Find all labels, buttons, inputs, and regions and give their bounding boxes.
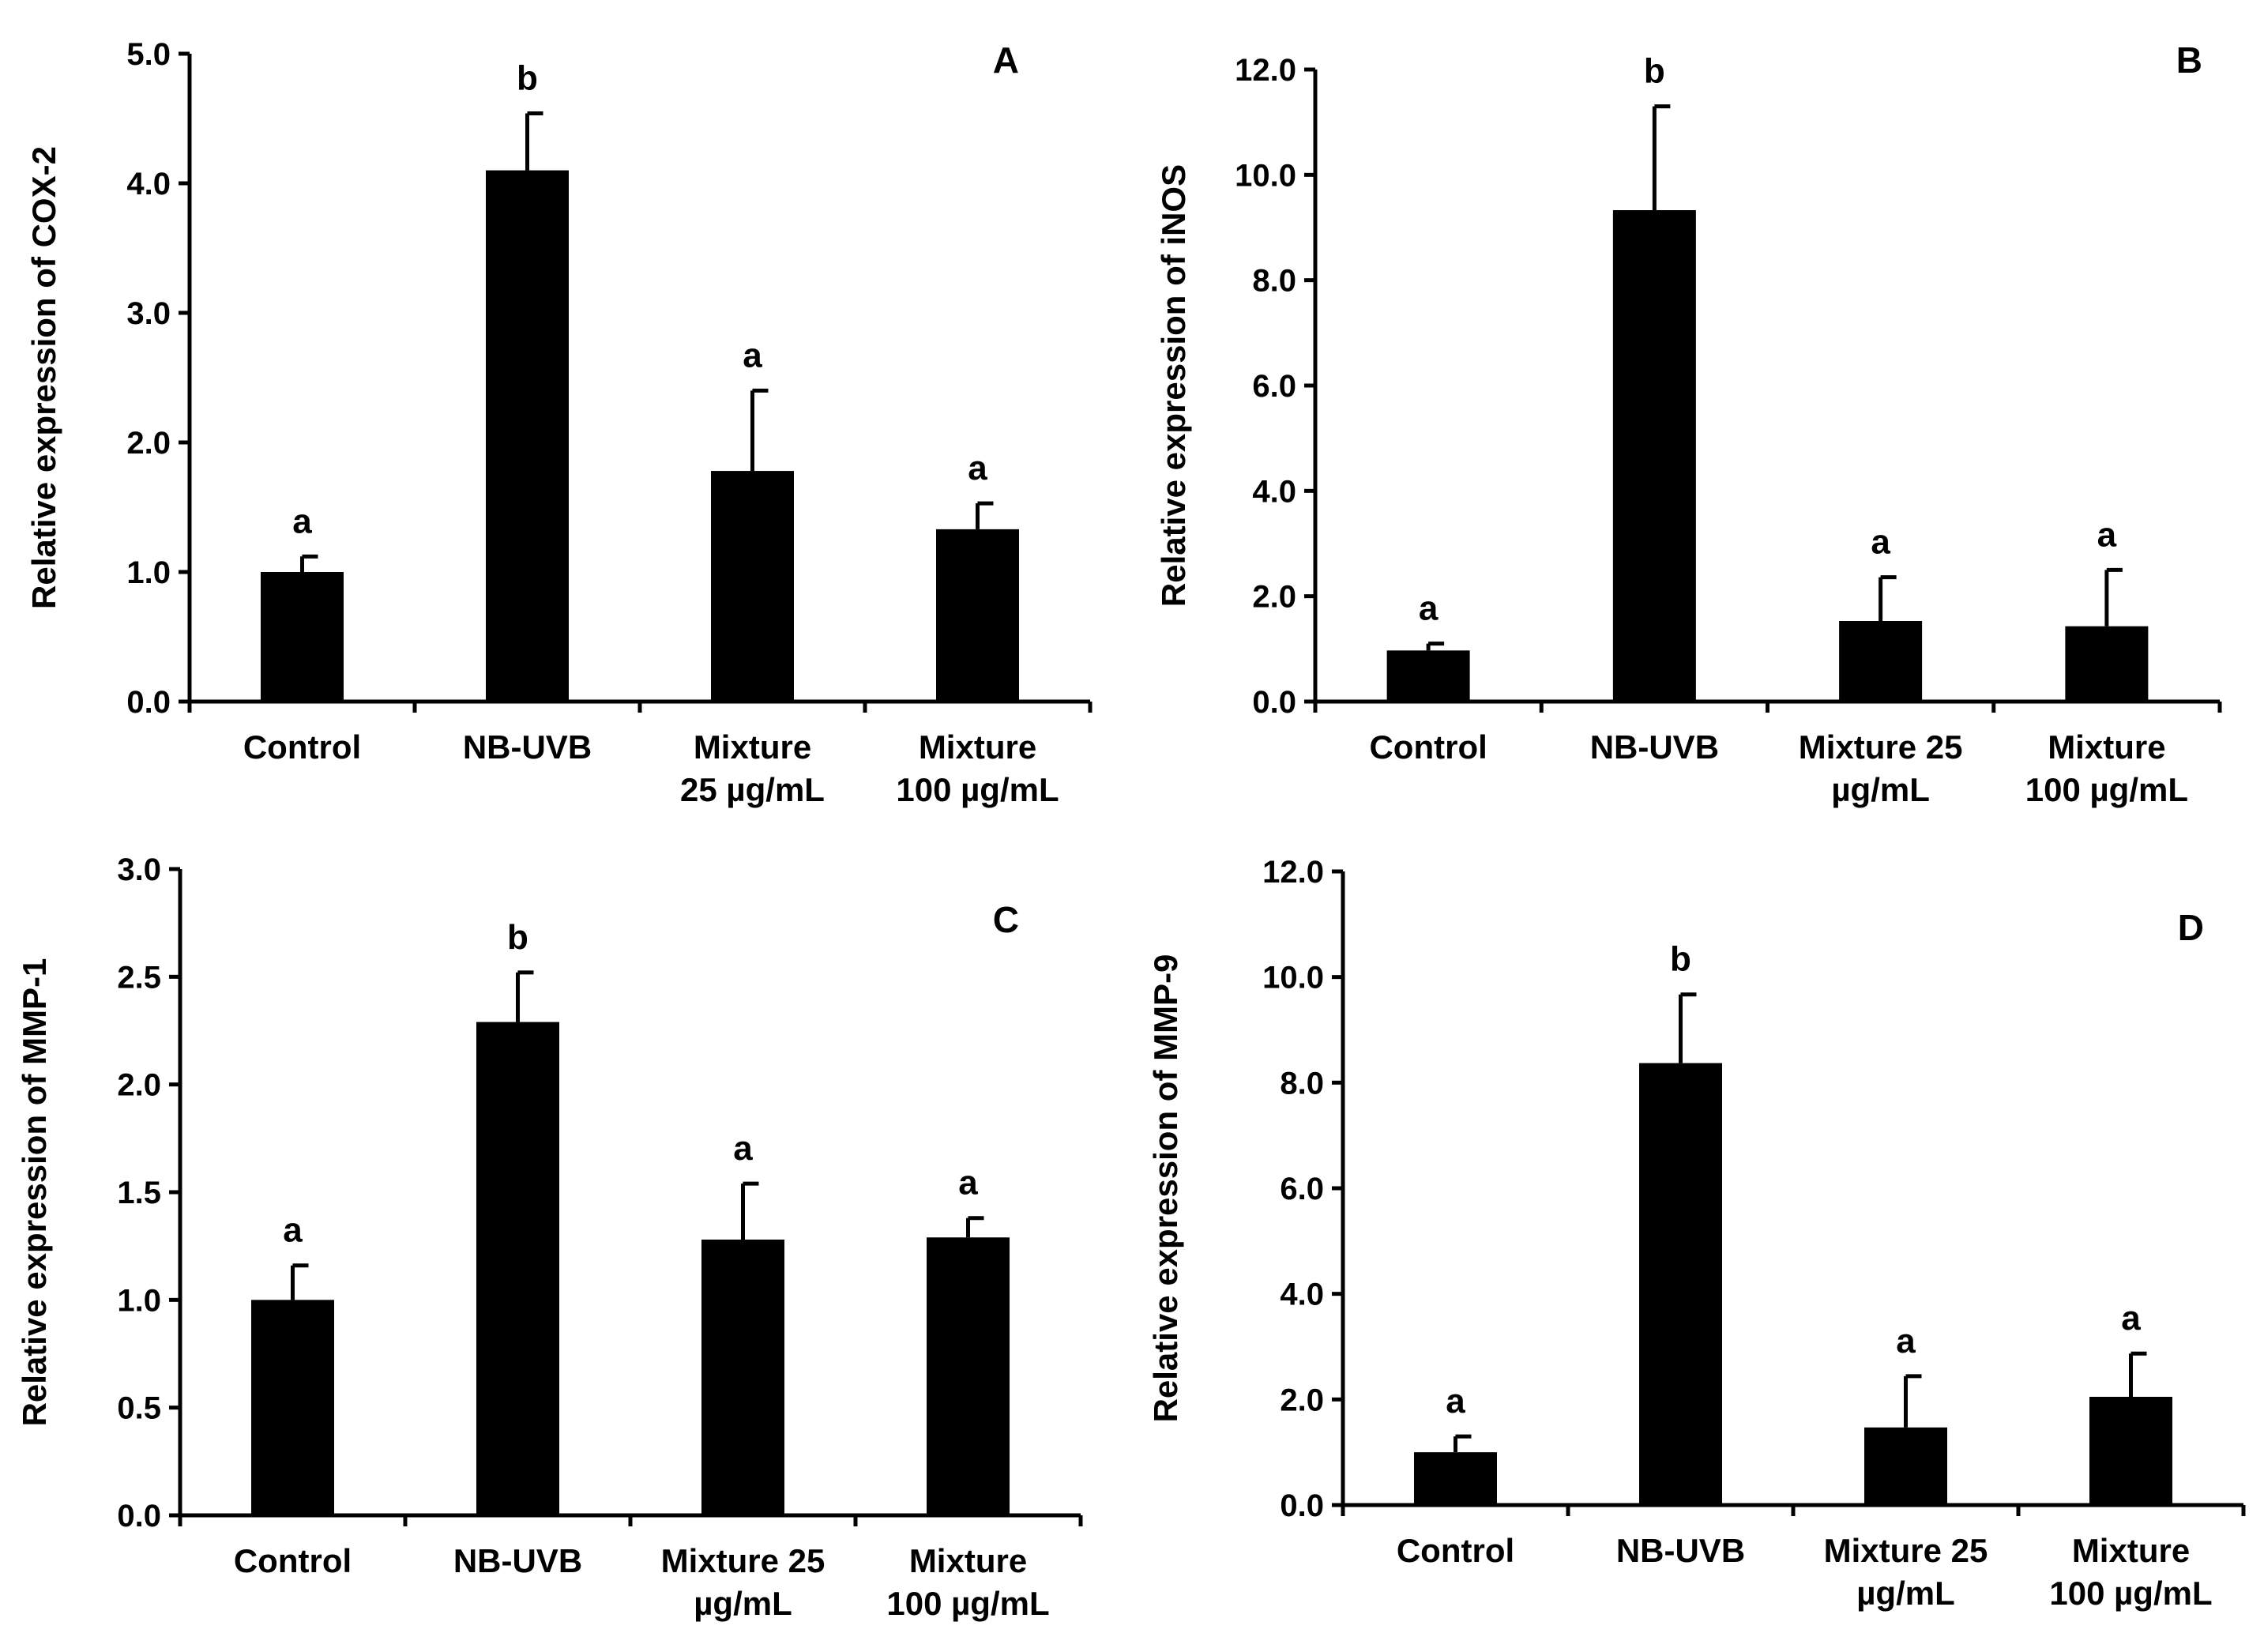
bar [1839,621,1923,702]
y-tick-label: 0.0 [117,1499,161,1533]
panel-letter: A [993,40,1019,81]
y-tick-label: 8.0 [1280,1066,1324,1101]
significance-letter: a [2097,515,2117,554]
y-tick-label: 1.0 [117,1283,161,1318]
significance-letter: a [1896,1322,1916,1360]
category-label: Mixture 25 [661,1542,825,1579]
category-label: 100 µg/mL [2025,771,2188,808]
significance-letter: a [1446,1382,1465,1421]
y-tick-label: 6.0 [1252,369,1296,404]
bar [1386,650,1470,702]
bar [476,1022,559,1515]
bar [486,170,569,702]
bar [927,1237,1010,1515]
bar [2065,626,2149,702]
bar [251,1300,334,1515]
y-tick-label: 4.0 [1252,474,1296,509]
category-label: Mixture 25 [1799,728,1963,766]
y-tick-label: 0.5 [117,1391,161,1426]
bar [1612,210,1696,702]
y-axis-title: Relative expression of MMP-1 [16,958,53,1427]
category-label: NB-UVB [1590,728,1719,766]
panel-letter: D [2178,907,2204,948]
significance-letter: a [968,449,987,487]
bar [1414,1452,1497,1505]
significance-letter: a [2121,1299,2141,1338]
category-label: Mixture [919,728,1036,766]
category-label: 100 µg/mL [886,1585,1049,1622]
significance-letter: b [1670,940,1691,979]
y-tick-label: 10.0 [1235,158,1296,193]
y-tick-label: 2.0 [117,1068,161,1103]
y-tick-label: 2.0 [1252,580,1296,615]
y-axis-title: Relative expression of MMP-9 [1147,954,1184,1423]
y-tick-label: 2.0 [126,426,171,461]
category-label: Mixture [2048,728,2165,766]
category-label: µg/mL [1831,771,1930,808]
category-label: 25 µg/mL [680,771,825,808]
category-label: NB-UVB [453,1542,582,1579]
significance-letter: a [743,336,762,374]
bar [711,471,794,702]
y-tick-label: 12.0 [1262,855,1324,890]
category-label: Mixture [909,1542,1027,1579]
category-label: NB-UVB [463,728,592,766]
y-tick-label: 3.0 [117,852,161,887]
y-tick-label: 0.0 [1252,685,1296,720]
y-tick-label: 6.0 [1280,1172,1324,1206]
category-label: NB-UVB [1616,1532,1745,1569]
category-label: Control [243,728,361,766]
panel-letter: C [993,899,1019,940]
bar [936,529,1019,702]
significance-letter: a [292,502,312,540]
y-axis-title: Relative expression of COX-2 [25,146,62,609]
category-label: Control [1369,728,1487,766]
y-tick-label: 2.5 [117,960,161,995]
panel-b: 0.0 2.0 4.0 6.0 8.0 10.0 12.0 Relative expressi… [1155,40,2222,808]
bar [1639,1063,1722,1505]
significance-letter: a [283,1211,303,1250]
y-tick-label: 0.0 [1280,1488,1324,1523]
bar [261,572,344,702]
bar [2089,1396,2172,1505]
panel-letter: B [2176,40,2202,81]
category-label: Mixture 25 [1824,1532,1988,1569]
y-tick-label: 8.0 [1252,264,1296,299]
bar [701,1239,784,1515]
significance-letter: a [1419,589,1439,628]
category-label: Mixture [2072,1532,2190,1569]
panel-d: 0.0 2.0 4.0 6.0 8.0 10.0 12.0 Relative expressi… [1147,855,2246,1612]
y-tick-label: 1.0 [126,555,171,590]
bar [1864,1427,1947,1505]
y-tick-label: 4.0 [126,167,171,201]
y-tick-label: 12.0 [1235,53,1296,88]
panel-a: 0.0 1.0 2.0 3.0 4.0 5.0 Relative expression of… [25,37,1093,808]
significance-letter: b [1644,52,1665,91]
significance-letter: b [507,918,528,957]
significance-letter: a [958,1164,978,1202]
category-label: Control [1397,1532,1514,1569]
category-label: Control [234,1542,352,1579]
category-label: µg/mL [694,1585,792,1622]
y-tick-label: 5.0 [126,37,171,72]
y-tick-label: 2.0 [1280,1383,1324,1417]
category-label: µg/mL [1856,1575,1955,1612]
y-axis-title: Relative expression of iNOS [1155,164,1192,607]
y-tick-label: 3.0 [126,296,171,331]
y-tick-label: 10.0 [1262,961,1324,995]
panel-c: 0.0 0.5 1.0 1.5 2.0 2.5 3.0 Relative expression… [16,852,1083,1622]
category-label: 100 µg/mL [896,771,1059,808]
significance-letter: a [1871,523,1890,562]
y-tick-label: 4.0 [1280,1278,1324,1312]
significance-letter: a [733,1129,753,1168]
significance-letter: b [517,58,538,97]
y-tick-label: 1.5 [117,1176,161,1210]
y-tick-label: 0.0 [126,685,171,720]
category-label: 100 µg/mL [2049,1575,2212,1612]
category-label: Mixture [694,728,811,766]
